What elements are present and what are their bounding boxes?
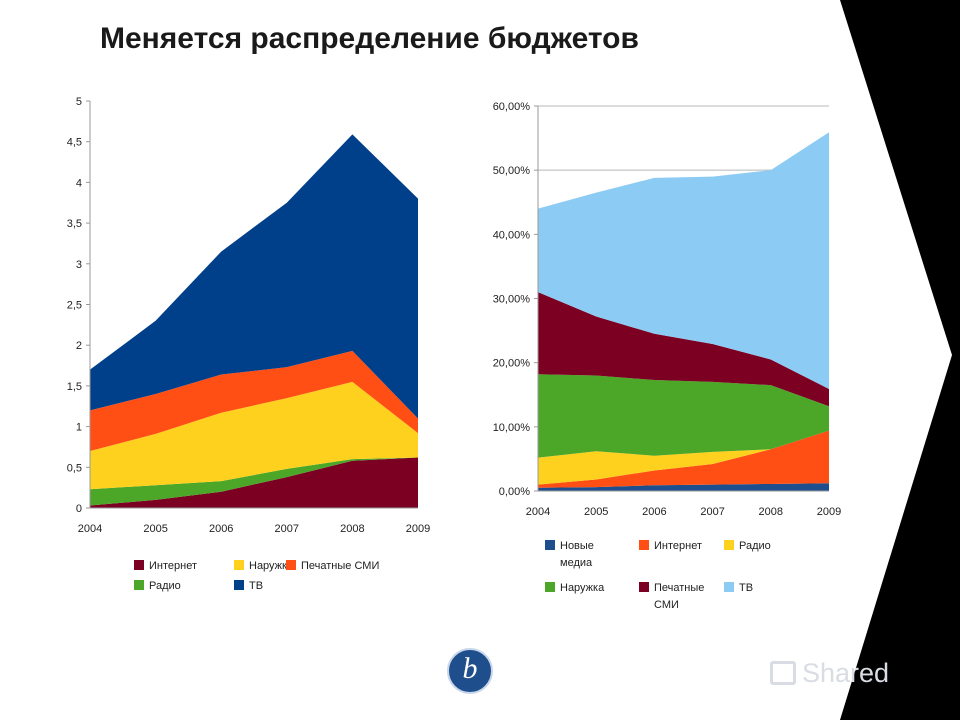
budget-area-3: [90, 350, 418, 452]
share-area-5: [538, 132, 829, 389]
budget-legend-label: Наружка: [249, 560, 294, 572]
budget-legend-swatch: [234, 580, 244, 590]
share-y-tick-label: 40,00%: [493, 229, 531, 241]
share-area-4: [538, 292, 829, 407]
share-area-3: [538, 374, 829, 458]
share-chart: 0,00% 10,00% 20,00% 30,00% 40,00% 50,00% 60,00…: [493, 101, 842, 611]
budget-legend-swatch: [286, 560, 296, 570]
presentation-icon: [770, 661, 796, 685]
budget-y-tick-label: 3,5: [67, 218, 82, 230]
budget-legend-swatch: [134, 580, 144, 590]
logo-letter: b: [462, 652, 478, 685]
budget-y-tick-label: 3: [76, 259, 82, 271]
share-x-tick-label: 2009: [817, 506, 841, 518]
share-legend-swatch: [724, 540, 734, 550]
budget-area-0: [90, 457, 418, 508]
watermark-text: Shared: [802, 657, 890, 688]
share-legend: Новые медиа Интернет Радио Наружка Печатные СМ…: [545, 540, 771, 611]
budget-area-2: [90, 381, 418, 490]
budget-area-1: [90, 457, 418, 506]
share-legend-label: СМИ: [654, 599, 679, 611]
share-y-tick-label: 60,00%: [493, 101, 531, 113]
share-legend-swatch: [545, 582, 555, 592]
budget-y-tick-label: 1,5: [67, 381, 82, 393]
budget-x-tick-label: 2005: [143, 523, 167, 535]
share-legend-swatch: [639, 540, 649, 550]
share-x-tick-label: 2006: [642, 506, 666, 518]
share-y-tick-label: 30,00%: [493, 294, 531, 306]
share-x-tick-label: 2005: [584, 506, 608, 518]
share-area-1: [538, 430, 829, 488]
budget-legend-label: ТВ: [249, 580, 263, 592]
share-area-2: [538, 430, 829, 485]
budget-chart: 0 0,5 1 1,5 2 2,5 3 3,5 4 4,5 5 2004 2005 2006 2007 200…: [67, 96, 431, 592]
share-x-tick-label: 2007: [700, 506, 724, 518]
share-x-tick-label: 2004: [526, 506, 550, 518]
slide-title: Меняется распределение бюджетов: [100, 22, 639, 55]
logo-icon: b: [447, 648, 493, 694]
budget-legend-swatch: [234, 560, 244, 570]
budget-legend-label: Печатные СМИ: [301, 560, 379, 572]
budget-y-tick-label: 2,5: [67, 300, 82, 312]
share-x-tick-label: 2008: [759, 506, 783, 518]
budget-y-tick-label: 4,5: [67, 137, 82, 149]
share-legend-label: медиа: [560, 557, 593, 569]
budget-x-tick-label: 2009: [406, 523, 430, 535]
share-legend-label: Наружка: [560, 582, 605, 594]
budget-y-tick-label: 5: [76, 96, 82, 108]
budget-y-tick-label: 1: [76, 422, 82, 434]
share-legend-swatch: [545, 540, 555, 550]
budget-legend-swatch: [134, 560, 144, 570]
budget-y-tick-label: 0: [76, 503, 82, 515]
budget-x-tick-label: 2004: [78, 523, 102, 535]
share-legend-label: ТВ: [739, 582, 753, 594]
share-y-tick-label: 0,00%: [499, 486, 530, 498]
budget-x-tick-label: 2006: [209, 523, 233, 535]
watermark: Shared: [770, 656, 889, 690]
share-legend-label: Печатные: [654, 582, 704, 594]
budget-area-4: [90, 134, 418, 419]
share-legend-swatch: [639, 582, 649, 592]
budget-legend-label: Интернет: [149, 560, 197, 572]
budget-x-tick-label: 2007: [275, 523, 299, 535]
share-y-tick-label: 50,00%: [493, 165, 531, 177]
budget-y-tick-label: 2: [76, 340, 82, 352]
share-legend-label: Радио: [739, 540, 771, 552]
budget-y-tick-label: 0,5: [67, 462, 82, 474]
share-legend-label: Новые: [560, 540, 594, 552]
budget-y-tick-label: 4: [76, 177, 82, 189]
share-area-0: [538, 483, 829, 491]
share-legend-swatch: [724, 582, 734, 592]
budget-legend: Интернет Наружка Печатные СМИ Радио ТВ: [134, 560, 379, 592]
budget-x-tick-label: 2008: [340, 523, 364, 535]
share-y-tick-label: 20,00%: [493, 358, 531, 370]
share-legend-label: Интернет: [654, 540, 702, 552]
budget-legend-label: Радио: [149, 580, 181, 592]
share-y-tick-label: 10,00%: [493, 422, 531, 434]
